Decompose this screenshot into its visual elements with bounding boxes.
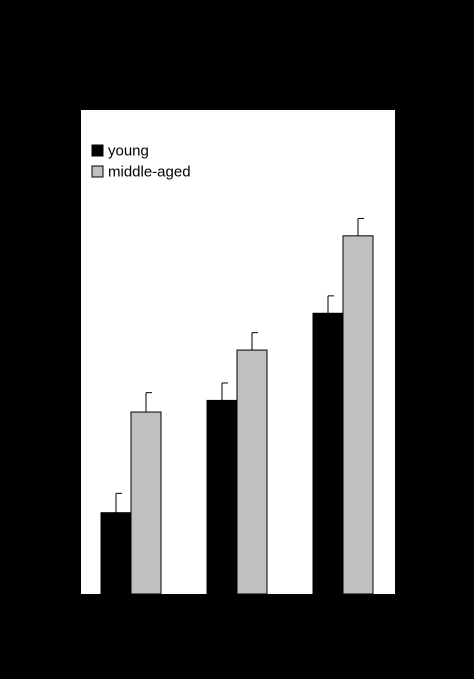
error-bar-middle-aged-2 (251, 332, 258, 351)
legend-label-young: young (108, 143, 149, 160)
error-bar-middle-aged-1 (145, 392, 152, 413)
error-bar-young-1 (115, 492, 122, 513)
bar-young-3 (312, 312, 344, 595)
legend: young middle-aged (91, 143, 191, 181)
legend-swatch-young (91, 144, 104, 157)
bar-middle-aged-3 (342, 235, 374, 595)
error-bar-young-2 (221, 382, 228, 401)
error-bar-middle-aged-3 (357, 217, 364, 236)
bar-young-1 (100, 512, 132, 595)
bar-young-2 (206, 399, 238, 595)
legend-label-middle-aged: middle-aged (108, 164, 191, 181)
legend-swatch-middle-aged (91, 165, 104, 178)
bar-middle-aged-2 (236, 349, 268, 595)
error-bar-young-3 (327, 295, 334, 314)
bar-middle-aged-1 (130, 411, 162, 595)
bars-layer (100, 217, 374, 595)
